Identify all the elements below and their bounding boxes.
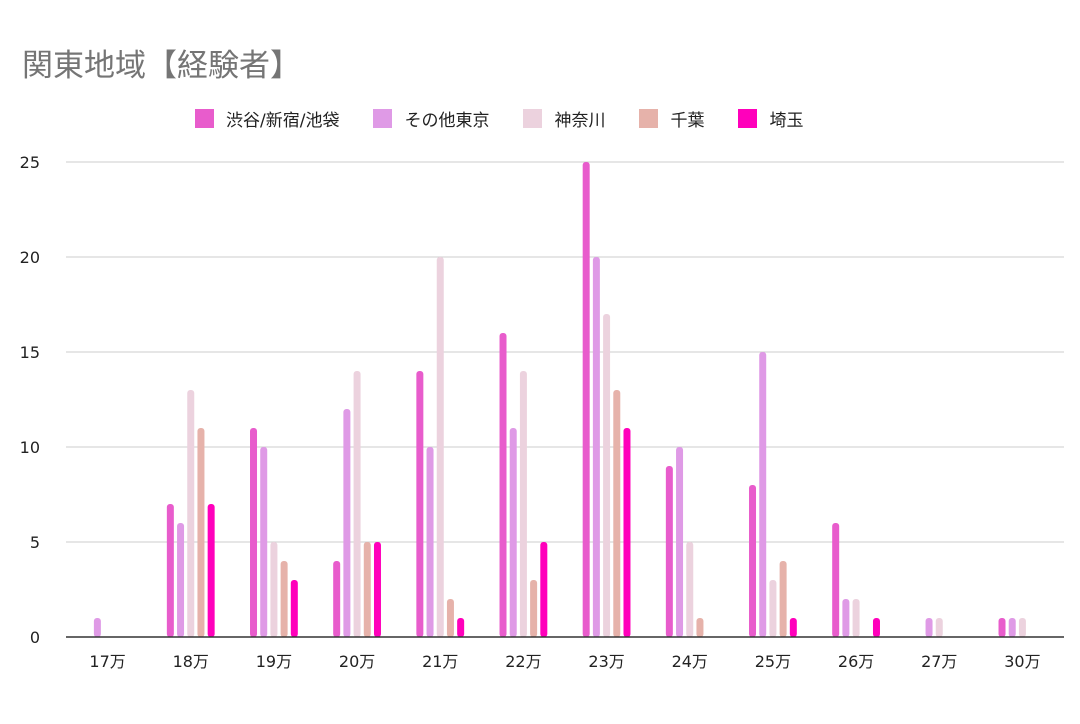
bar [187, 390, 195, 637]
bar [789, 618, 797, 637]
bar [250, 428, 258, 637]
legend-swatch [738, 108, 758, 128]
legend-label: その他東京 [404, 110, 490, 131]
bar [779, 561, 787, 637]
bar [177, 523, 185, 637]
bar [676, 447, 684, 637]
bar [540, 542, 548, 637]
bar [852, 599, 860, 637]
bar [166, 504, 174, 637]
bar [270, 542, 278, 637]
x-tick-label: 19万 [256, 652, 292, 671]
legend-item[interactable]: 神奈川 [523, 106, 605, 131]
x-tick-label: 30万 [1004, 652, 1040, 671]
bar [197, 428, 205, 637]
bar [1008, 618, 1016, 637]
legend-label: 千葉 [670, 110, 705, 131]
bar [623, 428, 631, 637]
x-tick-label: 25万 [755, 652, 791, 671]
bar [290, 580, 298, 637]
x-tick-label: 22万 [505, 652, 541, 671]
bar [436, 257, 444, 637]
bar [260, 447, 268, 637]
bar [935, 618, 943, 637]
legend-label: 神奈川 [554, 110, 606, 131]
bar [416, 371, 424, 637]
bar [530, 580, 538, 637]
x-tick-label: 17万 [89, 652, 125, 671]
legend: 渋谷/新宿/池袋 その他東京 神奈川 千葉 埼玉 [195, 104, 837, 132]
bar [280, 561, 288, 637]
y-tick-label: 15 [20, 343, 40, 362]
bar [759, 352, 767, 637]
bar [519, 371, 527, 637]
legend-swatch [523, 108, 543, 128]
legend-swatch [639, 108, 659, 128]
bar [842, 599, 850, 637]
bar [1018, 618, 1026, 637]
y-tick-label: 5 [30, 533, 40, 552]
bar [93, 618, 101, 637]
legend-item[interactable]: 千葉 [639, 106, 704, 131]
bar [353, 371, 361, 637]
bar [769, 580, 777, 637]
bar [457, 618, 465, 637]
bar [509, 428, 517, 637]
bar [696, 618, 704, 637]
bar [749, 485, 757, 637]
bar [446, 599, 454, 637]
x-tick-label: 20万 [339, 652, 375, 671]
bar [686, 542, 694, 637]
legend-item[interactable]: 埼玉 [738, 106, 803, 131]
x-tick-label: 26万 [838, 652, 874, 671]
x-tick-label: 27万 [921, 652, 957, 671]
chart-title: 関東地域【経験者】 [22, 48, 301, 84]
bar [832, 523, 840, 637]
legend-swatch [373, 108, 393, 128]
bar [665, 466, 673, 637]
bar [613, 390, 621, 637]
y-tick-label: 10 [20, 438, 40, 457]
legend-item[interactable]: その他東京 [373, 106, 489, 131]
bar [998, 618, 1006, 637]
bar [603, 314, 611, 637]
legend-label: 埼玉 [769, 110, 804, 131]
bar [373, 542, 381, 637]
bar [426, 447, 434, 637]
x-tick-label: 24万 [672, 652, 708, 671]
y-tick-label: 20 [20, 248, 40, 267]
bar [343, 409, 351, 637]
bar [925, 618, 933, 637]
y-tick-label: 0 [30, 628, 40, 647]
bar [592, 257, 600, 637]
legend-swatch [195, 108, 214, 128]
x-tick-label: 23万 [588, 652, 624, 671]
y-tick-label: 25 [20, 153, 40, 172]
legend-label: 渋谷/新宿/池袋 [226, 110, 340, 131]
x-tick-label: 18万 [173, 652, 209, 671]
bar [499, 333, 507, 637]
bar [363, 542, 371, 637]
bar [582, 162, 590, 637]
bar [333, 561, 341, 637]
x-tick-label: 21万 [422, 652, 458, 671]
bar [207, 504, 215, 637]
legend-item[interactable]: 渋谷/新宿/池袋 [195, 106, 339, 131]
bar [872, 618, 880, 637]
